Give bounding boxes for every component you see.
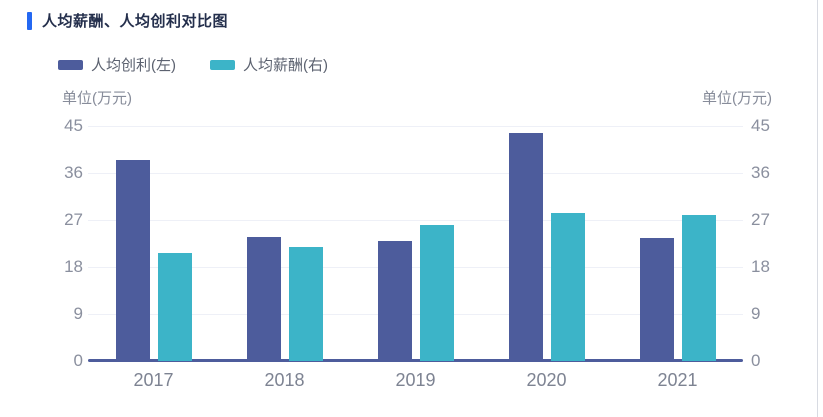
bar-人均薪酬(右)-2019[interactable]: [419, 224, 454, 361]
bar-人均创利(左)-2020[interactable]: [508, 133, 543, 361]
legend-item-salary[interactable]: 人均薪酬(右): [210, 54, 328, 75]
bar-人均薪酬(右)-2018[interactable]: [288, 247, 323, 361]
title-accent-bar: [27, 11, 32, 30]
title-row: 人均薪酬、人均创利对比图: [27, 10, 228, 31]
right-y-axis-tick-9: 9: [751, 304, 761, 323]
legend-item-profit[interactable]: 人均创利(左): [58, 54, 176, 75]
x-axis-label-2021: 2021: [657, 370, 698, 390]
gridline-36: [88, 173, 743, 174]
x-axis-label-2020: 2020: [526, 370, 567, 390]
right-axis-unit-label: 单位(万元): [702, 90, 772, 107]
bar-人均创利(左)-2018[interactable]: [246, 237, 281, 361]
page-title: 人均薪酬、人均创利对比图: [42, 13, 229, 30]
bar-人均薪酬(右)-2017[interactable]: [157, 253, 192, 361]
x-axis-label-2019: 2019: [395, 370, 436, 390]
bar-人均薪酬(右)-2020[interactable]: [550, 213, 585, 361]
bar-group-2020: [481, 133, 612, 361]
legend-label-salary: 人均薪酬(右): [243, 57, 328, 74]
left-y-axis-tick-18: 18: [64, 257, 83, 276]
right-y-axis-tick-0: 0: [751, 351, 761, 370]
bar-人均薪酬(右)-2021[interactable]: [681, 214, 716, 361]
left-y-axis-tick-45: 45: [64, 116, 83, 135]
bar-group-2021: [612, 214, 743, 361]
bar-人均创利(左)-2021[interactable]: [639, 238, 674, 361]
x-axis-label-2018: 2018: [264, 370, 305, 390]
x-axis-line: [88, 359, 743, 362]
gridline-45: [88, 126, 743, 127]
right-y-axis-tick-36: 36: [751, 163, 770, 182]
card-right-divider: [817, 0, 818, 417]
legend-swatch-profit: [58, 59, 83, 70]
left-y-axis-tick-9: 9: [73, 304, 83, 323]
left-y-axis-tick-27: 27: [64, 210, 83, 229]
bar-group-2018: [219, 237, 350, 361]
left-y-axis-tick-36: 36: [64, 163, 83, 182]
x-axis-label-2017: 2017: [133, 370, 174, 390]
legend: 人均创利(左) 人均薪酬(右): [58, 54, 328, 75]
plot-area: 0 0 9 9 18 18 27 27 36 36 45 45 2017 2018 2019 2020 2021: [64, 116, 770, 390]
bar-人均创利(左)-2017[interactable]: [115, 159, 150, 361]
legend-swatch-salary: [210, 59, 235, 70]
left-axis-unit-label: 单位(万元): [62, 90, 132, 107]
bar-人均创利(左)-2019[interactable]: [377, 240, 412, 361]
gridline-18: [88, 267, 743, 268]
left-y-axis-tick-0: 0: [73, 351, 83, 370]
gridline-9: [88, 314, 743, 315]
bar-group-2017: [88, 159, 219, 361]
gridline-27: [88, 220, 743, 221]
right-y-axis-tick-45: 45: [751, 116, 770, 135]
bar-group-2019: [350, 224, 481, 361]
legend-label-profit: 人均创利(左): [91, 57, 176, 74]
right-y-axis-tick-27: 27: [751, 210, 770, 229]
right-y-axis-tick-18: 18: [751, 257, 770, 276]
